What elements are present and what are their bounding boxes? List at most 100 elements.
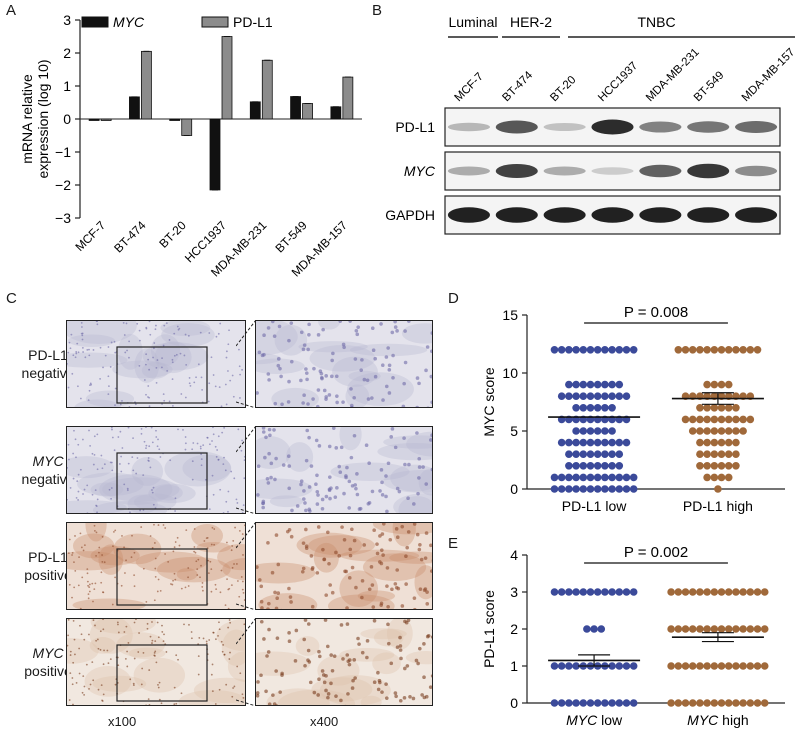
nucleus bbox=[417, 381, 421, 386]
nucleus bbox=[342, 345, 346, 350]
data-point bbox=[703, 625, 711, 633]
western-blot: Luminal HER-2 TNBC MCF-7 BT-474 BT-20 HCC1937 M… bbox=[385, 14, 797, 235]
nucleus bbox=[135, 472, 138, 475]
nucleus bbox=[113, 449, 116, 452]
nucleus bbox=[302, 489, 306, 493]
nucleus bbox=[227, 343, 230, 346]
data-point bbox=[688, 588, 697, 596]
data-point bbox=[696, 699, 704, 707]
nucleus bbox=[140, 427, 143, 430]
nucleus bbox=[227, 490, 230, 493]
y-tick-label: 0 bbox=[63, 111, 71, 127]
ihc-row-label: PD-L1 positive bbox=[0, 548, 96, 584]
nucleus bbox=[127, 642, 130, 644]
nucleus bbox=[87, 597, 90, 600]
tissue-blob bbox=[372, 652, 401, 675]
data-point bbox=[667, 625, 675, 633]
nucleus bbox=[327, 393, 332, 397]
nucleus bbox=[74, 569, 77, 572]
nucleus bbox=[145, 447, 147, 450]
nucleus bbox=[304, 367, 308, 371]
nucleus bbox=[207, 572, 210, 575]
nucleus bbox=[376, 670, 380, 675]
tissue-blob bbox=[90, 619, 157, 635]
tissue-blob bbox=[92, 500, 168, 513]
nucleus bbox=[289, 534, 294, 539]
nucleus bbox=[125, 625, 128, 628]
nucleus bbox=[318, 654, 322, 659]
nucleus bbox=[216, 449, 219, 451]
nucleus bbox=[191, 448, 194, 451]
data-point bbox=[629, 473, 638, 482]
data-point bbox=[681, 662, 690, 670]
nucleus bbox=[217, 458, 220, 461]
nucleus bbox=[241, 580, 244, 583]
nucleus bbox=[154, 567, 157, 570]
nucleus bbox=[218, 688, 221, 691]
nucleus bbox=[310, 604, 315, 609]
nucleus bbox=[393, 582, 398, 586]
nucleus bbox=[299, 479, 304, 484]
y-tick-label: 5 bbox=[510, 423, 518, 439]
nucleus bbox=[259, 584, 264, 589]
nucleus bbox=[158, 698, 161, 701]
nucleus bbox=[97, 688, 100, 691]
nucleus bbox=[348, 321, 352, 323]
nucleus bbox=[156, 590, 159, 593]
tissue-blob bbox=[383, 470, 432, 493]
nucleus bbox=[288, 595, 293, 599]
nucleus bbox=[233, 563, 235, 565]
nucleus bbox=[92, 679, 95, 682]
nucleus bbox=[312, 690, 317, 695]
data-point bbox=[565, 462, 573, 470]
nucleus bbox=[184, 436, 187, 438]
nucleus bbox=[348, 553, 353, 558]
zoom-box bbox=[116, 548, 208, 606]
nucleus bbox=[211, 690, 214, 693]
nucleus bbox=[155, 429, 157, 432]
nucleus bbox=[183, 623, 185, 626]
nucleus bbox=[68, 699, 71, 701]
nucleus bbox=[225, 350, 228, 353]
nucleus bbox=[223, 456, 225, 459]
data-point bbox=[550, 485, 559, 493]
nucleus bbox=[390, 587, 394, 592]
nucleus bbox=[214, 703, 217, 705]
nucleus bbox=[403, 666, 407, 671]
nucleus bbox=[395, 329, 399, 333]
nucleus bbox=[154, 640, 157, 643]
x-category-label-rest: high bbox=[718, 712, 748, 728]
x-category-label: MYC high bbox=[687, 712, 748, 728]
tissue-blob bbox=[160, 321, 211, 337]
connector-line bbox=[236, 426, 256, 453]
nucleus bbox=[348, 547, 353, 552]
nucleus bbox=[242, 504, 245, 507]
nucleus bbox=[225, 683, 228, 686]
nucleus bbox=[350, 565, 355, 570]
nucleus bbox=[76, 480, 79, 483]
ihc-texture bbox=[256, 523, 432, 609]
data-point bbox=[593, 404, 602, 412]
ihc-texture bbox=[67, 619, 245, 705]
data-point bbox=[586, 473, 595, 482]
data-point bbox=[688, 346, 697, 354]
nucleus bbox=[217, 435, 220, 438]
nucleus bbox=[111, 428, 113, 431]
nucleus bbox=[94, 624, 96, 627]
data-point bbox=[710, 427, 719, 435]
data-point bbox=[674, 588, 683, 596]
nucleus bbox=[416, 491, 420, 496]
nucleus bbox=[424, 368, 428, 373]
nucleus bbox=[287, 379, 291, 384]
nucleus bbox=[430, 433, 432, 437]
nucleus bbox=[71, 596, 73, 599]
nucleus bbox=[211, 663, 214, 666]
nucleus bbox=[415, 532, 420, 537]
nucleus bbox=[110, 487, 113, 489]
nucleus bbox=[215, 335, 218, 338]
nucleus bbox=[235, 498, 238, 501]
nucleus bbox=[81, 691, 84, 694]
nucleus bbox=[71, 554, 73, 556]
nucleus bbox=[227, 626, 230, 629]
nucleus bbox=[312, 366, 316, 371]
